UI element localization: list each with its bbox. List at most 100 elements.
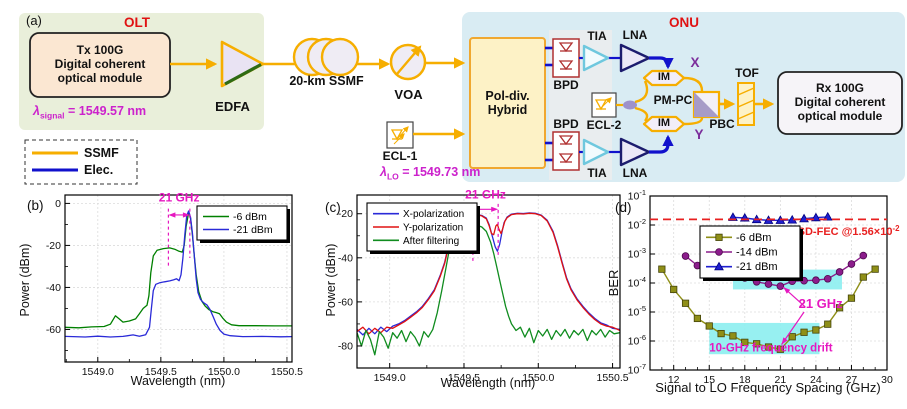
plot-border — [356, 194, 621, 369]
rx-line-1: Rx 100G — [815, 81, 865, 96]
panel-a-letter: (a) — [26, 13, 42, 28]
legend-ssmf-label: SSMF — [84, 146, 119, 160]
fiber-pc-im-top — [634, 80, 649, 104]
tia-bottom-icon — [582, 138, 610, 166]
svg-text:-20: -20 — [338, 208, 353, 220]
chart-d-xlabel: Signal to LO Frequency Spacing (GHz) — [655, 380, 881, 395]
tia-top-label: TIA — [587, 29, 607, 43]
onu-label: ONU — [669, 15, 699, 30]
fiber-coil-icon — [292, 37, 360, 77]
rx-module-box — [777, 71, 903, 135]
svg-text:1550.0: 1550.0 — [522, 372, 554, 384]
system-diagram — [19, 12, 905, 185]
plot-border — [64, 194, 293, 363]
lna-bottom-icon — [619, 137, 651, 167]
y-polarization-label: Y — [694, 127, 704, 142]
svg-text:30: 30 — [881, 374, 893, 386]
voa-label: VOA — [394, 87, 423, 102]
ecl1-icon — [386, 121, 414, 149]
fiber-im-pbc-bottom — [683, 117, 704, 126]
tia-top-icon — [582, 44, 610, 72]
lna-bottom-label: LNA — [622, 166, 648, 180]
tx-module-label: Tx 100G Digital coherent optical module — [30, 36, 170, 94]
chart-d: 12 15 18 21 24 27 3010-110-210-310-410-510-610… — [628, 188, 900, 386]
pmpc-icon — [623, 100, 637, 110]
hybrid-box — [469, 37, 546, 169]
lna-top-label: LNA — [622, 28, 648, 42]
ecl1-label: ECL-1 — [382, 149, 418, 163]
bpd-bottom-icon — [552, 131, 580, 171]
svg-text:10-4: 10-4 — [628, 275, 646, 290]
legend-entry: Y-polarization — [403, 223, 463, 234]
elec-chain-lines — [579, 56, 621, 154]
lambda-signal-value: = 1549.57 nm — [64, 104, 147, 118]
legend-entry: -14 dBm — [736, 247, 778, 259]
fiber-pc-im-bottom — [634, 106, 649, 122]
panel-c-letter: (c) — [325, 200, 341, 215]
svg-text:-60: -60 — [46, 324, 61, 336]
im-bottom-label: IM — [657, 117, 671, 129]
series-Y-polarization — [357, 212, 620, 335]
panel-b-letter: (b) — [27, 198, 44, 213]
svg-text:18: 18 — [739, 374, 751, 386]
svg-text:1550.5: 1550.5 — [271, 366, 303, 378]
highlight-rect — [709, 322, 820, 355]
hybrid-bpd-lines — [545, 46, 553, 162]
im-top-label: IM — [657, 71, 671, 83]
series--6 dBm — [65, 212, 292, 329]
legend-elec-label: Elec. — [84, 163, 114, 177]
legend-entry: -6 dBm — [736, 232, 771, 244]
lambda-signal-label: λsignal = 1549.57 nm — [33, 104, 146, 121]
legend-entry: -6 dBm — [233, 211, 267, 223]
svg-text:1550.5: 1550.5 — [597, 372, 629, 384]
svg-text:10-3: 10-3 — [628, 246, 646, 261]
diagram-legend-box — [24, 139, 138, 185]
svg-text:10-7: 10-7 — [628, 362, 646, 377]
chart-b-ylabel: Power (dBm) — [18, 243, 32, 317]
ssmf-span-label: 20-km SSMF — [289, 74, 364, 88]
lambda-lo-label: λLO = 1549.73 nm — [380, 165, 480, 182]
lna-top-icon — [619, 43, 651, 73]
svg-text:1549.5: 1549.5 — [145, 366, 177, 378]
tof-icon — [737, 82, 755, 126]
svg-text:15: 15 — [703, 374, 715, 386]
chart-annotation: 10-GHz frequency drift — [709, 342, 832, 354]
svg-text:-40: -40 — [46, 282, 61, 294]
tx-line-2: Digital coherent — [54, 57, 146, 72]
tx-line-3: optical module — [57, 70, 143, 85]
svg-text:-20: -20 — [46, 240, 61, 252]
svg-text:10-6: 10-6 — [628, 333, 646, 348]
svg-text:-40: -40 — [338, 252, 353, 264]
chart-legend-box — [196, 205, 288, 241]
lambda-symbol: λ — [33, 104, 40, 118]
svg-text:-80: -80 — [338, 340, 353, 352]
chart-b-xlabel: Wavelength (nm) — [130, 374, 226, 388]
pbc-label: PBC — [709, 117, 735, 131]
svg-text:1549.0: 1549.0 — [374, 372, 406, 384]
chart-c-xlabel: Wavelength (nm) — [440, 376, 536, 390]
ecl2-icon — [591, 92, 617, 118]
svg-text:24: 24 — [810, 374, 822, 386]
chart-annotation: 21 GHz — [159, 191, 200, 205]
fiber-im-pbc-top — [683, 76, 704, 92]
svg-text:1549.0: 1549.0 — [82, 366, 114, 378]
svg-text:27: 27 — [846, 374, 858, 386]
bpd-top-icon — [552, 38, 580, 78]
ecl2-label: ECL-2 — [586, 118, 622, 132]
chart-d-ylabel: BER — [606, 269, 621, 297]
lambda-symbol: λ — [380, 165, 387, 179]
svg-text:-60: -60 — [338, 296, 353, 308]
legend-entry: After filtering — [403, 236, 459, 247]
svg-text:1549.5: 1549.5 — [448, 372, 480, 384]
panel-d-letter: (d) — [615, 200, 632, 215]
legend-entry: X-polarization — [403, 209, 464, 220]
rx-line-2: Digital coherent — [794, 95, 886, 110]
hybrid-line-1: Pol-div. — [485, 88, 530, 103]
elec-lna-im-bottom — [649, 134, 674, 154]
svg-text:0: 0 — [55, 198, 61, 210]
bpd-top-label: BPD — [553, 78, 579, 92]
olt-label: OLT — [124, 15, 150, 30]
legend-entry: -21 dBm — [736, 261, 778, 273]
